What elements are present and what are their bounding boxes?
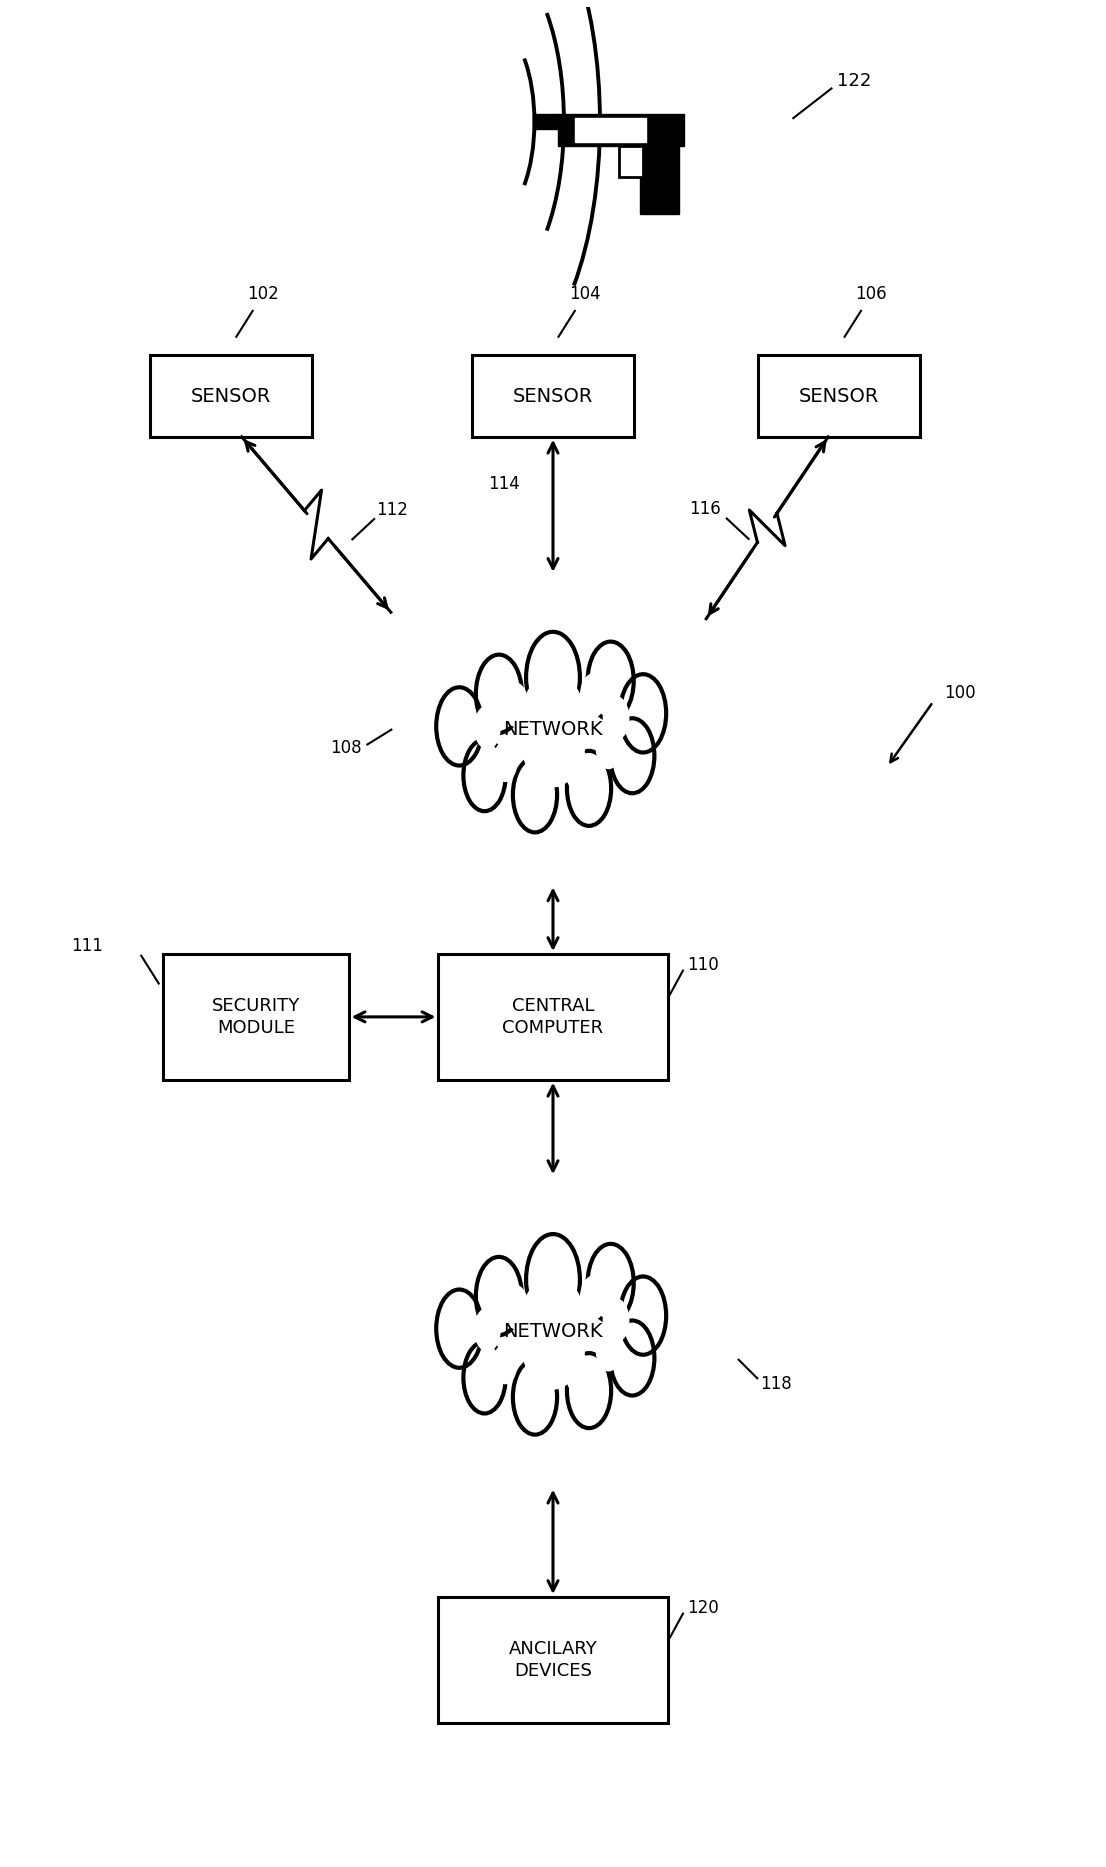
Text: SENSOR: SENSOR — [190, 386, 271, 405]
Circle shape — [463, 739, 505, 810]
Circle shape — [539, 668, 567, 719]
Circle shape — [596, 728, 620, 769]
Circle shape — [539, 1270, 567, 1320]
Circle shape — [526, 631, 580, 723]
Text: ANCILARY
DEVICES: ANCILARY DEVICES — [509, 1639, 597, 1680]
Polygon shape — [618, 146, 643, 177]
Circle shape — [611, 1320, 655, 1395]
Text: CENTRAL
COMPUTER: CENTRAL COMPUTER — [502, 997, 604, 1036]
Text: 106: 106 — [856, 286, 887, 304]
Circle shape — [493, 741, 517, 782]
Circle shape — [567, 1354, 612, 1428]
Circle shape — [587, 642, 634, 721]
Text: SECURITY
MODULE: SECURITY MODULE — [212, 997, 300, 1036]
FancyBboxPatch shape — [438, 954, 668, 1079]
Circle shape — [436, 687, 482, 765]
Polygon shape — [575, 118, 646, 142]
Polygon shape — [640, 146, 679, 215]
Circle shape — [520, 672, 586, 786]
Circle shape — [520, 1275, 586, 1389]
Circle shape — [476, 1256, 522, 1335]
Circle shape — [476, 655, 522, 734]
Circle shape — [529, 754, 553, 795]
Circle shape — [502, 1284, 528, 1327]
Text: 116: 116 — [689, 500, 721, 519]
Text: NETWORK: NETWORK — [503, 1322, 603, 1341]
Circle shape — [596, 1329, 620, 1370]
Circle shape — [566, 751, 591, 792]
Text: 118: 118 — [761, 1374, 792, 1393]
Circle shape — [604, 1299, 628, 1342]
Circle shape — [587, 1243, 634, 1322]
Text: SENSOR: SENSOR — [799, 386, 879, 405]
Circle shape — [566, 1352, 591, 1393]
Circle shape — [529, 1357, 553, 1398]
FancyBboxPatch shape — [438, 1596, 668, 1723]
Text: 110: 110 — [687, 956, 719, 975]
Circle shape — [581, 1277, 606, 1320]
Circle shape — [526, 1234, 580, 1326]
Text: NETWORK: NETWORK — [503, 721, 603, 739]
Circle shape — [620, 1277, 666, 1355]
Text: 111: 111 — [71, 937, 103, 956]
Circle shape — [463, 1342, 505, 1413]
FancyBboxPatch shape — [163, 954, 348, 1079]
Polygon shape — [533, 114, 559, 129]
Text: 122: 122 — [837, 73, 872, 90]
Circle shape — [604, 696, 628, 739]
Circle shape — [620, 674, 666, 752]
Text: 100: 100 — [945, 683, 975, 702]
Circle shape — [581, 674, 606, 717]
Text: 112: 112 — [376, 500, 408, 519]
Text: 114: 114 — [489, 474, 520, 493]
Circle shape — [513, 758, 557, 833]
Circle shape — [474, 1309, 500, 1352]
Circle shape — [436, 1290, 482, 1369]
FancyBboxPatch shape — [150, 355, 312, 437]
Polygon shape — [559, 114, 684, 146]
Text: 104: 104 — [570, 286, 601, 304]
Circle shape — [513, 1359, 557, 1434]
Text: SENSOR: SENSOR — [513, 386, 593, 405]
Text: 102: 102 — [248, 286, 279, 304]
Circle shape — [611, 719, 655, 793]
Text: 108: 108 — [331, 739, 362, 758]
Circle shape — [474, 706, 500, 749]
FancyBboxPatch shape — [472, 355, 634, 437]
Text: 120: 120 — [687, 1598, 719, 1617]
Circle shape — [502, 683, 528, 726]
FancyBboxPatch shape — [759, 355, 920, 437]
Circle shape — [493, 1344, 517, 1383]
Circle shape — [567, 751, 612, 825]
